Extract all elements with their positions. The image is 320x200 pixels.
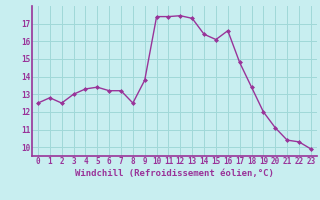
X-axis label: Windchill (Refroidissement éolien,°C): Windchill (Refroidissement éolien,°C) — [75, 169, 274, 178]
